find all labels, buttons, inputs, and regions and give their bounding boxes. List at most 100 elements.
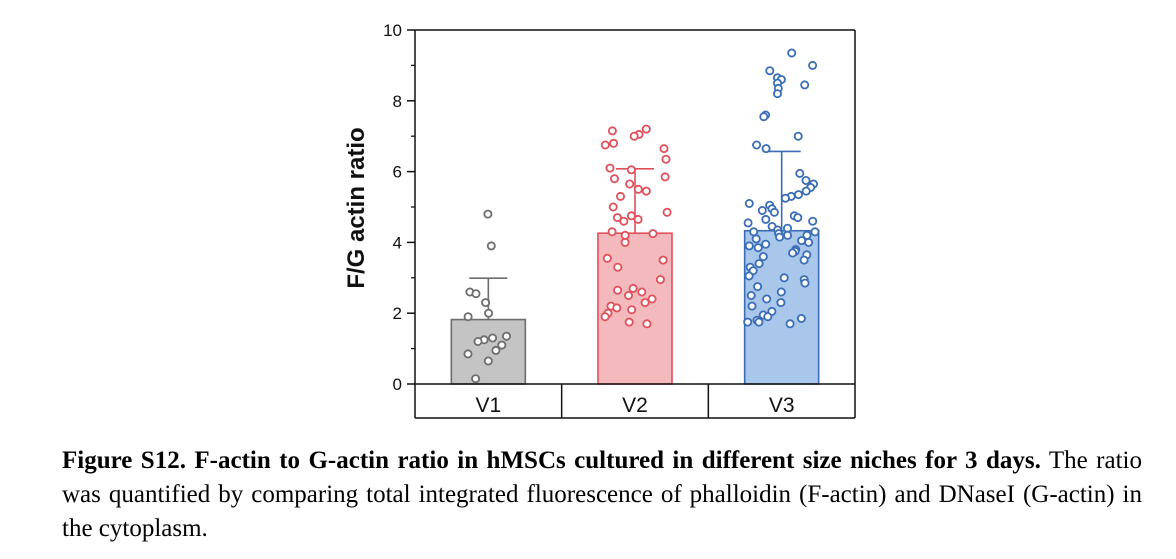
- bar-v1: [450, 318, 527, 385]
- point-v2: [602, 253, 612, 263]
- point-v3: [746, 290, 756, 300]
- point-v3: [763, 312, 773, 322]
- y-tick-label: 10: [383, 21, 402, 40]
- point-v3: [753, 282, 763, 292]
- point-v3: [761, 144, 771, 154]
- point-v3: [801, 186, 811, 196]
- point-v2: [625, 179, 635, 189]
- point-v2: [640, 298, 650, 308]
- point-v3: [759, 112, 769, 122]
- point-v3: [783, 230, 793, 240]
- point-v2: [655, 275, 665, 285]
- point-v2: [642, 319, 652, 329]
- point-v2: [608, 202, 618, 212]
- point-v1: [481, 298, 491, 308]
- points-layer: [463, 48, 820, 384]
- point-v2: [628, 283, 638, 293]
- y-tick-label: 4: [393, 233, 402, 252]
- point-v3: [751, 234, 761, 244]
- point-v1: [491, 345, 501, 355]
- point-v3: [808, 60, 818, 70]
- point-v3: [776, 287, 786, 297]
- point-v1: [483, 209, 493, 219]
- point-v3: [800, 278, 810, 288]
- point-v1: [488, 333, 498, 343]
- point-v2: [637, 287, 647, 297]
- figure-caption: Figure S12. F-actin to G-actin ratio in …: [62, 444, 1142, 546]
- point-v2: [600, 312, 610, 322]
- point-v3: [794, 190, 804, 200]
- point-v3: [769, 207, 779, 217]
- point-v3: [775, 232, 785, 242]
- point-v1: [483, 356, 493, 366]
- point-v1: [486, 241, 496, 251]
- point-v3: [795, 168, 805, 178]
- point-v1: [471, 289, 481, 299]
- point-v2: [610, 174, 620, 184]
- point-v3: [765, 66, 775, 76]
- point-v2: [641, 124, 651, 134]
- point-v1: [463, 312, 473, 322]
- y-axis-title: F/G actin ratio: [343, 127, 370, 288]
- point-v3: [744, 271, 754, 281]
- point-v2: [616, 191, 626, 201]
- point-v2: [619, 216, 629, 226]
- point-v3: [744, 198, 754, 208]
- point-v3: [808, 216, 818, 226]
- point-v2: [660, 172, 670, 182]
- point-v1: [501, 331, 511, 341]
- point-v3: [749, 227, 759, 237]
- point-v3: [743, 317, 753, 327]
- point-v1: [484, 308, 494, 318]
- point-v1: [463, 349, 473, 359]
- point-v2: [612, 213, 622, 223]
- point-v2: [612, 303, 622, 313]
- point-v2: [641, 186, 651, 196]
- point-v2: [629, 131, 639, 141]
- point-v3: [779, 273, 789, 283]
- point-v1: [473, 336, 483, 346]
- point-v2: [659, 144, 669, 154]
- point-v3: [780, 193, 790, 203]
- point-v3: [800, 80, 810, 90]
- point-v3: [799, 255, 809, 265]
- point-v3: [758, 252, 768, 262]
- point-v3: [761, 239, 771, 249]
- point-v3: [752, 140, 762, 150]
- point-v2: [633, 184, 643, 194]
- category-label-v1: V1: [475, 394, 501, 417]
- y-tick-label: 8: [393, 92, 402, 111]
- point-v3: [744, 241, 754, 251]
- y-tick-label: 6: [393, 163, 402, 182]
- point-v3: [757, 205, 767, 215]
- point-v2: [627, 305, 637, 315]
- category-label-v2: V2: [622, 394, 648, 417]
- caption-bold: Figure S12. F-actin to G-actin ratio in …: [62, 447, 1041, 474]
- point-v2: [613, 285, 623, 295]
- point-v2: [609, 138, 619, 148]
- point-v2: [620, 230, 630, 240]
- y-tick-label: 0: [393, 375, 402, 394]
- point-v2: [607, 227, 617, 237]
- point-v2: [626, 211, 636, 221]
- point-v3: [793, 131, 803, 141]
- point-v3: [788, 248, 798, 258]
- point-v3: [753, 243, 763, 253]
- y-tick-label: 2: [393, 304, 402, 323]
- point-v3: [787, 48, 797, 58]
- point-v2: [624, 317, 634, 327]
- point-v3: [796, 313, 806, 323]
- point-v3: [762, 294, 772, 304]
- y-axis-ticks: 0 2 4 6 8 10: [383, 21, 415, 394]
- point-v2: [624, 290, 634, 300]
- point-v3: [747, 301, 757, 311]
- point-v2: [661, 154, 671, 164]
- bar-chart: 0 2 4 6 8 10 V1 V2 V3 F/G actin ratio: [343, 21, 856, 419]
- point-v3: [801, 175, 811, 185]
- point-v2: [613, 262, 623, 272]
- point-v2: [633, 214, 643, 224]
- point-v3: [743, 218, 753, 228]
- point-v2: [662, 207, 672, 217]
- point-v2: [658, 255, 668, 265]
- point-v3: [810, 227, 820, 237]
